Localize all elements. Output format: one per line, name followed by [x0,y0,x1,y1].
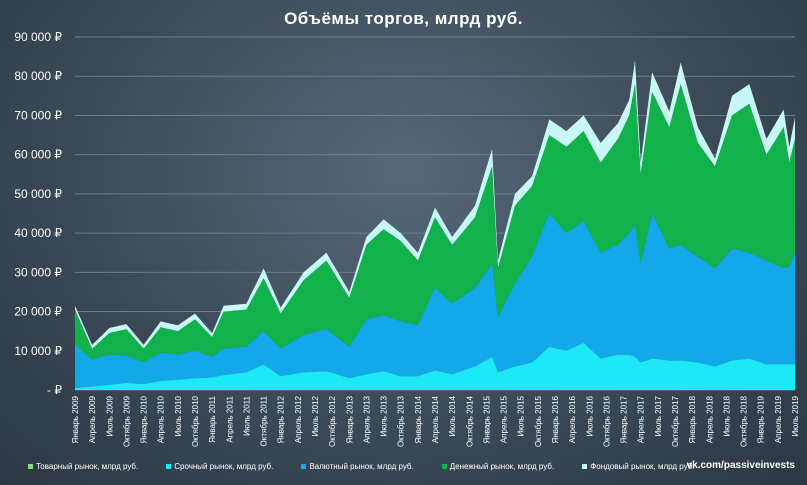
area-series-srochny [75,342,795,390]
x-tick-label: Апрель 2016 [568,395,577,443]
x-tick-label: Апрель 2014 [431,395,440,443]
x-tick-label: Январь 2009 [71,395,80,443]
x-tick-label: Октябрь 2017 [671,395,680,447]
y-tick-label: 90 000 ₽ [14,30,62,44]
x-tick-label: Октябрь 2011 [260,395,269,446]
x-tick-label: Апрель 2018 [705,395,714,443]
x-tick-label: Октябрь 2010 [191,395,200,447]
y-tick-label: 60 000 ₽ [14,148,62,162]
x-tick-label: Октябрь 2013 [397,395,406,447]
x-tick-label: Октябрь 2014 [465,395,474,447]
legend-swatch [28,464,33,469]
x-tick-label: Январь 2015 [482,395,491,443]
x-tick-label: Апрель 2019 [774,395,783,443]
x-tick-label: Октябрь 2012 [328,395,337,447]
x-tick-label: Январь 2019 [757,395,766,443]
x-tick-label: Июль 2016 [585,395,594,436]
area-series-denezhny [75,84,795,363]
legend-item-valyutny: Валютный рынок, млрд руб. [301,462,414,471]
x-tick-label: Июль 2017 [654,395,663,436]
x-tick-label: Июль 2013 [380,395,389,436]
chart-title: Объёмы торгов, млрд руб. [284,9,523,28]
y-tick-label: 50 000 ₽ [14,187,62,201]
x-tick-label: Январь 2011 [208,395,217,442]
x-tick-label: Январь 2014 [414,395,423,443]
x-tick-label: Июль 2009 [105,395,114,436]
x-tick-label: Январь 2017 [620,395,629,443]
legend-item-fondovy: Фондовый рынок, млрд руб. [582,462,695,471]
y-tick-label: 30 000 ₽ [14,265,62,279]
legend-label: Валютный рынок, млрд руб. [309,462,414,471]
legend-swatch [582,464,588,469]
x-tick-label: Апрель 2009 [88,395,97,443]
source-label: vk.com/passiveinvests [686,460,795,471]
x-tick-label: Апрель 2012 [294,395,303,443]
x-tick-label: Июль 2012 [311,395,320,436]
x-tick-label: Октябрь 2015 [534,395,543,447]
x-tick-label: Октябрь 2018 [740,395,749,447]
x-tick-label: Январь 2013 [345,395,354,443]
x-tick-label: Апрель 2011 [225,395,234,442]
x-tick-label: Январь 2016 [551,395,560,443]
legend-label: Фондовый рынок, млрд руб. [590,462,695,471]
y-tick-label: 10 000 ₽ [14,344,62,358]
x-tick-label: Январь 2018 [688,395,697,443]
x-tick-label: Апрель 2017 [637,395,646,443]
x-tick-label: Январь 2010 [140,395,149,443]
legend-item-tovarny: Товарный рынок, млрд руб. [28,462,138,471]
x-tick-label: Октябрь 2016 [602,395,611,447]
y-tick-label: 80 000 ₽ [14,69,62,83]
x-tick-label: Июль 2014 [448,395,457,436]
x-tick-label: Июль 2015 [517,395,526,436]
y-tick-label: 20 000 ₽ [14,305,62,319]
y-tick-label: 40 000 ₽ [14,226,62,240]
x-tick-label: Апрель 2015 [500,395,509,443]
legend-swatch [166,464,172,469]
y-tick-label: - ₽ [47,383,62,397]
legend-label: Денежный рынок, млрд руб. [449,462,555,471]
x-tick-label: Июль 2018 [722,395,731,436]
x-tick-label: Октябрь 2009 [122,395,131,447]
chart-legend: Товарный рынок, млрд руб. Срочный рынок, … [28,462,695,471]
legend-swatch [301,464,307,469]
y-tick-label: 70 000 ₽ [14,108,62,122]
legend-swatch [441,464,447,469]
x-tick-label: Апрель 2013 [362,395,371,443]
x-tick-label: Апрель 2010 [157,395,166,443]
legend-label: Товарный рынок, млрд руб. [36,462,139,471]
x-tick-label: Июль 2019 [791,395,800,436]
x-tick-label: Январь 2012 [277,395,286,443]
legend-item-denezhny: Денежный рынок, млрд руб. [441,462,555,471]
x-tick-label: Июль 2011 [242,395,251,435]
legend-item-srochny: Срочный рынок, млрд руб. [166,462,273,471]
area-series-fondovy [75,60,795,349]
area-series-valyutny [75,213,795,388]
legend-label: Срочный рынок, млрд руб. [174,462,274,471]
x-tick-label: Июль 2010 [174,395,183,436]
